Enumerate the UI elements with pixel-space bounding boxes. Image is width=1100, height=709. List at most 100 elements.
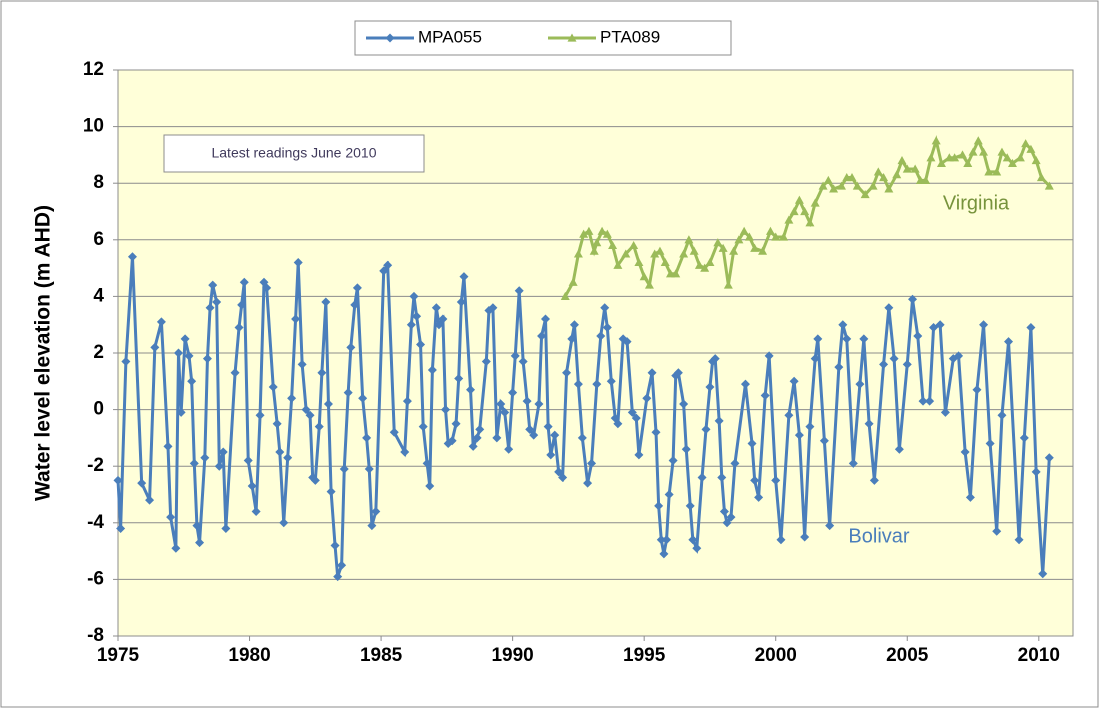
marker <box>567 33 577 42</box>
marker <box>660 257 670 267</box>
marker <box>293 257 303 267</box>
marker <box>438 314 448 324</box>
marker <box>262 283 272 293</box>
marker <box>350 300 360 310</box>
marker <box>740 379 750 389</box>
marker <box>925 396 935 406</box>
marker <box>685 501 695 511</box>
marker <box>127 252 137 262</box>
marker <box>317 368 327 378</box>
marker <box>671 269 681 278</box>
marker <box>829 184 839 193</box>
marker <box>764 351 774 361</box>
marker <box>163 441 173 451</box>
marker <box>1007 158 1017 167</box>
marker <box>1014 535 1024 545</box>
marker <box>592 238 602 247</box>
marker <box>613 419 623 429</box>
marker <box>441 405 451 415</box>
y-tick-label: 0 <box>93 399 104 420</box>
marker <box>180 334 190 344</box>
marker <box>230 368 240 378</box>
marker <box>647 368 657 378</box>
marker <box>823 175 833 184</box>
marker <box>692 543 702 553</box>
marker <box>940 407 950 417</box>
marker <box>834 362 844 372</box>
marker <box>651 427 661 437</box>
marker <box>644 280 654 289</box>
marker <box>902 164 912 173</box>
marker <box>913 331 923 341</box>
marker <box>879 173 889 182</box>
marker <box>889 354 899 364</box>
marker <box>189 458 199 468</box>
x-tick-label: 1975 <box>97 645 140 666</box>
x-tick-label: 2000 <box>755 645 797 666</box>
marker <box>205 303 215 313</box>
y-tick-label: -4 <box>87 512 104 533</box>
marker <box>897 156 907 165</box>
marker <box>684 235 694 244</box>
marker <box>279 518 289 528</box>
marker <box>606 376 616 386</box>
marker <box>629 240 639 250</box>
marker <box>481 356 491 366</box>
marker <box>710 354 720 364</box>
marker <box>1031 467 1041 477</box>
marker <box>744 232 754 241</box>
marker <box>714 416 724 426</box>
marker <box>997 410 1007 420</box>
marker <box>1036 173 1046 182</box>
marker <box>451 419 461 429</box>
marker <box>1038 569 1048 579</box>
x-tick-label: 1980 <box>228 645 270 666</box>
marker <box>842 334 852 344</box>
marker <box>573 379 583 389</box>
marker <box>713 238 723 247</box>
marker <box>326 487 336 497</box>
y-tick-label: 6 <box>93 229 104 250</box>
marker <box>819 436 829 446</box>
marker <box>1044 181 1054 190</box>
x-tick-label: 2010 <box>1018 645 1060 666</box>
marker <box>234 323 244 333</box>
marker <box>113 475 123 485</box>
marker <box>800 532 810 542</box>
marker <box>717 473 727 483</box>
marker <box>456 297 466 307</box>
marker <box>754 492 764 502</box>
marker <box>992 526 1002 536</box>
marker <box>541 314 551 324</box>
marker <box>412 311 422 321</box>
marker <box>343 388 353 398</box>
marker <box>310 475 320 485</box>
annotation: Bolivar <box>848 525 909 547</box>
annotation-box <box>163 134 425 173</box>
marker <box>337 560 347 570</box>
marker <box>750 243 760 252</box>
marker <box>427 365 437 375</box>
y-tick-label: 4 <box>93 285 104 306</box>
marker <box>884 303 894 313</box>
marker <box>954 351 964 361</box>
marker <box>283 453 293 463</box>
y-tick-label: 2 <box>93 342 104 363</box>
marker <box>654 501 664 511</box>
marker <box>208 280 218 290</box>
marker <box>656 535 666 545</box>
x-tick-label: 2005 <box>886 645 929 666</box>
marker <box>705 382 715 392</box>
marker <box>383 260 393 270</box>
marker <box>554 467 564 477</box>
marker <box>655 246 665 255</box>
marker <box>352 283 362 293</box>
marker <box>929 323 939 333</box>
marker <box>137 478 147 488</box>
marker <box>602 229 612 238</box>
marker <box>694 260 704 269</box>
marker <box>729 246 739 255</box>
marker <box>730 458 740 468</box>
marker <box>979 147 989 156</box>
